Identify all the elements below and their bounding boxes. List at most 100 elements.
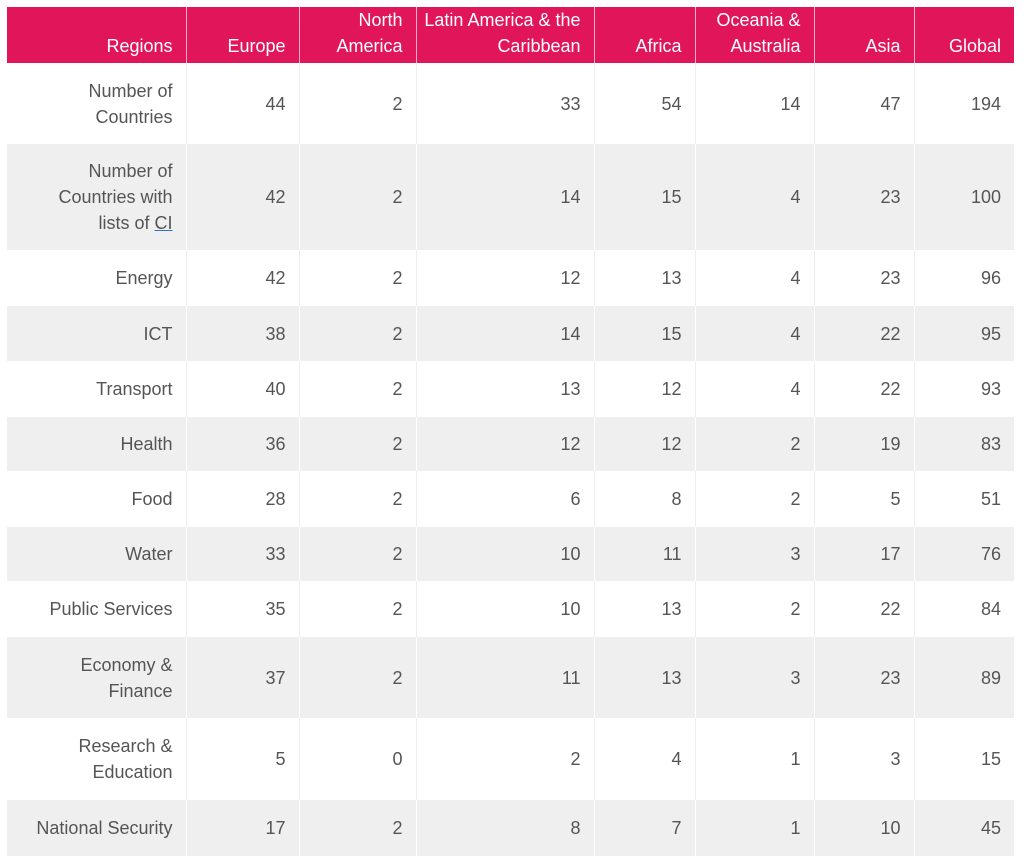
table-cell: 12 xyxy=(593,361,695,417)
row-label-text: Economy & Finance xyxy=(80,654,173,701)
header-north-america: North America xyxy=(298,7,416,63)
table-cell: 40 xyxy=(185,361,299,417)
table-cell: 12 xyxy=(415,250,594,306)
table-cell: 4 xyxy=(694,144,814,250)
table-cell: 33 xyxy=(415,63,594,144)
table-cell: 0 xyxy=(298,718,416,800)
table-cell: 4 xyxy=(694,361,814,417)
table-row: Water 33 2 10 11 3 17 76 xyxy=(7,527,1014,581)
table-row: ICT 38 2 14 15 4 22 95 xyxy=(7,306,1014,361)
table-cell: 11 xyxy=(415,637,594,718)
table-cell: 89 xyxy=(913,637,1014,718)
table-cell: 1 xyxy=(694,718,814,800)
table-cell: 23 xyxy=(813,637,914,718)
table-cell: 2 xyxy=(298,581,416,637)
table-cell: 4 xyxy=(694,250,814,306)
table-cell: 54 xyxy=(593,63,695,144)
table-cell: 2 xyxy=(694,471,814,527)
row-label: Public Services xyxy=(7,581,186,637)
row-label-text: Health xyxy=(120,434,173,454)
table-cell: 11 xyxy=(593,527,695,581)
table-cell: 42 xyxy=(185,144,299,250)
header-latin-america: Latin America & the Caribbean xyxy=(415,7,594,63)
row-label-text: Research & Education xyxy=(78,736,173,782)
table-cell: 3 xyxy=(694,527,814,581)
table-cell: 2 xyxy=(298,637,416,718)
table-row: Energy 42 2 12 13 4 23 96 xyxy=(7,250,1014,306)
table-cell: 93 xyxy=(913,361,1014,417)
ci-abbreviation[interactable]: CI xyxy=(154,213,173,233)
row-label: Energy xyxy=(7,250,186,306)
row-label: Health xyxy=(7,417,186,471)
table-cell: 23 xyxy=(813,144,914,250)
row-label-text: Public Services xyxy=(49,599,173,619)
table-cell: 10 xyxy=(813,800,914,856)
table-row: Number of Countries 44 2 33 54 14 47 194 xyxy=(7,63,1014,144)
table-cell: 1 xyxy=(694,800,814,856)
header-regions: Regions xyxy=(7,7,186,63)
table-cell: 35 xyxy=(185,581,299,637)
header-europe: Europe xyxy=(185,7,299,63)
table-cell: 84 xyxy=(913,581,1014,637)
table-cell: 2 xyxy=(298,63,416,144)
table-cell: 45 xyxy=(913,800,1014,856)
table-cell: 17 xyxy=(813,527,914,581)
table-cell: 12 xyxy=(415,417,594,471)
row-label: Water xyxy=(7,527,186,581)
table-row: Economy & Finance 37 2 11 13 3 23 89 xyxy=(7,637,1014,718)
table-cell: 96 xyxy=(913,250,1014,306)
critical-infrastructure-table: Regions Europe North America Latin Ameri… xyxy=(7,7,1014,856)
header-asia: Asia xyxy=(813,7,914,63)
table-cell: 194 xyxy=(913,63,1014,144)
table-cell: 12 xyxy=(593,417,695,471)
table-cell: 4 xyxy=(694,306,814,361)
table-cell: 8 xyxy=(593,471,695,527)
table-cell: 3 xyxy=(813,718,914,800)
table-cell: 83 xyxy=(913,417,1014,471)
header-africa: Africa xyxy=(593,7,695,63)
table-cell: 51 xyxy=(913,471,1014,527)
table-cell: 95 xyxy=(913,306,1014,361)
row-label-text: ICT xyxy=(143,323,173,344)
table-cell: 5 xyxy=(185,718,299,800)
table-cell: 14 xyxy=(694,63,814,144)
table-cell: 2 xyxy=(298,800,416,856)
table-cell: 37 xyxy=(185,637,299,718)
table-row: National Security 17 2 8 7 1 10 45 xyxy=(7,800,1014,856)
table-cell: 15 xyxy=(913,718,1014,800)
table-row: Transport 40 2 13 12 4 22 93 xyxy=(7,361,1014,417)
table-cell: 22 xyxy=(813,306,914,361)
table-cell: 44 xyxy=(185,63,299,144)
table-cell: 36 xyxy=(185,417,299,471)
row-label: National Security xyxy=(7,800,186,856)
table-cell: 13 xyxy=(593,581,695,637)
table-cell: 22 xyxy=(813,581,914,637)
table-cell: 13 xyxy=(415,361,594,417)
table-cell: 4 xyxy=(593,718,695,800)
row-label: Number of Countries xyxy=(7,63,186,144)
table-cell: 6 xyxy=(415,471,594,527)
table-cell: 2 xyxy=(415,718,594,800)
table-cell: 14 xyxy=(415,144,594,250)
table-row: Number of Countries with lists of CI 42 2 1… xyxy=(7,144,1014,250)
row-label: Number of Countries with lists of CI xyxy=(7,144,186,250)
table-cell: 13 xyxy=(593,250,695,306)
table-cell: 22 xyxy=(813,361,914,417)
table-cell: 19 xyxy=(813,417,914,471)
table-cell: 2 xyxy=(694,581,814,637)
table-cell: 2 xyxy=(694,417,814,471)
table-cell: 2 xyxy=(298,250,416,306)
table-cell: 2 xyxy=(298,361,416,417)
table-cell: 15 xyxy=(593,144,695,250)
row-label: Food xyxy=(7,471,186,527)
table-cell: 38 xyxy=(185,306,299,361)
row-label-text: Water xyxy=(125,544,173,564)
table-cell: 2 xyxy=(298,144,416,250)
table-cell: 7 xyxy=(593,800,695,856)
row-label-text: Number of Countries with lists of xyxy=(58,161,173,233)
table-row: Research & Education 5 0 2 4 1 3 15 xyxy=(7,718,1014,800)
table-cell: 15 xyxy=(593,306,695,361)
table-row: Food 28 2 6 8 2 5 51 xyxy=(7,471,1014,527)
row-label: Transport xyxy=(7,361,186,417)
table-cell: 42 xyxy=(185,250,299,306)
